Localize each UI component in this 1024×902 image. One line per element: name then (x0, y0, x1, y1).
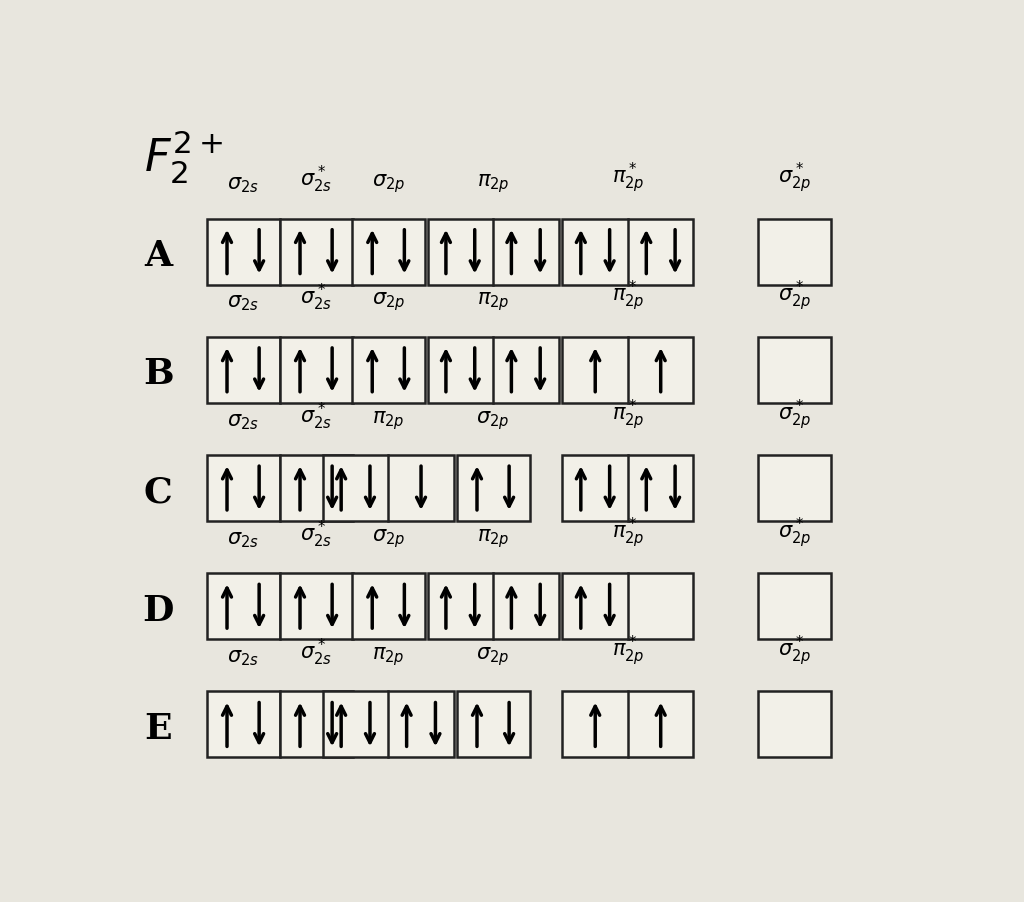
Text: $\sigma_{2p}$: $\sigma_{2p}$ (476, 409, 510, 431)
Bar (457, 456, 529, 521)
Bar (758, 692, 831, 758)
Text: $\sigma_{2s}$: $\sigma_{2s}$ (227, 293, 259, 313)
Text: $F_2^{2+}$: $F_2^{2+}$ (143, 129, 223, 186)
Bar (758, 337, 831, 403)
Text: $\pi_{2p}^*$: $\pi_{2p}^*$ (611, 633, 644, 667)
Bar (207, 456, 280, 521)
Bar (323, 456, 454, 521)
Text: $\sigma_{2s}^*$: $\sigma_{2s}^*$ (300, 400, 332, 431)
Bar (352, 219, 425, 285)
Bar (207, 337, 280, 403)
Bar (562, 692, 693, 758)
Text: E: E (144, 711, 172, 745)
Text: $\sigma_{2s}$: $\sigma_{2s}$ (227, 529, 259, 549)
Text: $\pi_{2p}$: $\pi_{2p}$ (372, 409, 404, 431)
Bar (280, 456, 352, 521)
Bar (352, 337, 425, 403)
Text: $\sigma_{2s}$: $\sigma_{2s}$ (227, 411, 259, 431)
Text: B: B (142, 357, 173, 391)
Bar (352, 574, 425, 640)
Text: $\pi_{2p}^*$: $\pi_{2p}^*$ (611, 161, 644, 195)
Text: $\sigma_{2p}^*$: $\sigma_{2p}^*$ (778, 161, 811, 195)
Text: $\sigma_{2p}^*$: $\sigma_{2p}^*$ (778, 397, 811, 431)
Bar (758, 574, 831, 640)
Bar (758, 456, 831, 521)
Text: $\sigma_{2p}^*$: $\sigma_{2p}^*$ (778, 633, 811, 667)
Bar (280, 337, 352, 403)
Bar (562, 337, 693, 403)
Bar (758, 219, 831, 285)
Text: $\sigma_{2p}$: $\sigma_{2p}$ (476, 645, 510, 667)
Text: $\sigma_{2p}$: $\sigma_{2p}$ (372, 290, 404, 313)
Text: $\pi_{2p}^*$: $\pi_{2p}^*$ (611, 515, 644, 549)
Text: $\sigma_{2p}$: $\sigma_{2p}$ (372, 527, 404, 549)
Bar (280, 692, 352, 758)
Bar (562, 456, 693, 521)
Bar (280, 219, 352, 285)
Text: A: A (144, 239, 172, 272)
Bar (323, 692, 454, 758)
Text: $\pi_{2p}$: $\pi_{2p}$ (477, 172, 509, 195)
Text: $\sigma_{2s}^*$: $\sigma_{2s}^*$ (300, 164, 332, 195)
Text: $\sigma_{2s}^*$: $\sigma_{2s}^*$ (300, 518, 332, 549)
Bar (428, 337, 558, 403)
Bar (207, 219, 280, 285)
Text: C: C (143, 474, 172, 509)
Text: $\sigma_{2p}$: $\sigma_{2p}$ (372, 172, 404, 195)
Text: $\sigma_{2s}^*$: $\sigma_{2s}^*$ (300, 636, 332, 667)
Text: $\sigma_{2s}^*$: $\sigma_{2s}^*$ (300, 282, 332, 313)
Bar (562, 574, 693, 640)
Text: $\pi_{2p}$: $\pi_{2p}$ (477, 527, 509, 549)
Text: $\sigma_{2p}^*$: $\sigma_{2p}^*$ (778, 515, 811, 549)
Text: $\pi_{2p}^*$: $\pi_{2p}^*$ (611, 397, 644, 431)
Bar (428, 574, 558, 640)
Bar (457, 692, 529, 758)
Text: $\pi_{2p}^*$: $\pi_{2p}^*$ (611, 279, 644, 313)
Text: $\pi_{2p}$: $\pi_{2p}$ (372, 645, 404, 667)
Bar (428, 219, 558, 285)
Text: $\sigma_{2s}$: $\sigma_{2s}$ (227, 176, 259, 195)
Bar (562, 219, 693, 285)
Text: D: D (142, 593, 174, 627)
Bar (207, 574, 280, 640)
Bar (207, 692, 280, 758)
Text: $\pi_{2p}$: $\pi_{2p}$ (477, 290, 509, 313)
Bar (280, 574, 352, 640)
Text: $\sigma_{2s}$: $\sigma_{2s}$ (227, 648, 259, 667)
Text: $\sigma_{2p}^*$: $\sigma_{2p}^*$ (778, 279, 811, 313)
